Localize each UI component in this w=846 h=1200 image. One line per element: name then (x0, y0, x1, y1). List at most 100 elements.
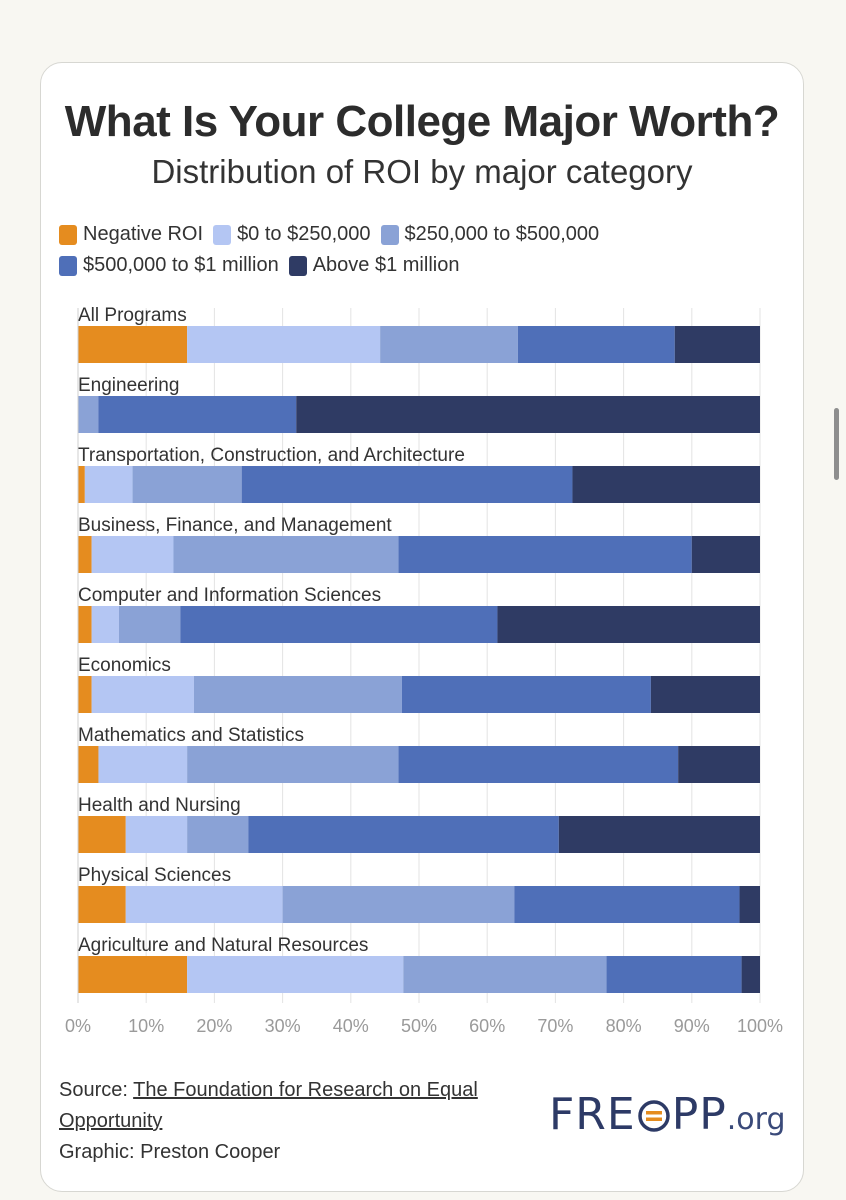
bar-segment (739, 886, 760, 923)
bar-segment (118, 606, 181, 643)
chart-subtitle: Distribution of ROI by major category (151, 153, 693, 190)
logo-text-right: PP (671, 1089, 727, 1140)
legend-label: $0 to $250,000 (237, 223, 371, 245)
bar-segment (78, 956, 188, 993)
bar-segment (187, 816, 249, 853)
bar-segment (78, 746, 99, 783)
bar-segment (497, 606, 760, 643)
x-tick-label: 70% (537, 1016, 573, 1036)
logo-suffix: .org (726, 1102, 786, 1137)
bar-segment (91, 676, 194, 713)
legend-label: Above $1 million (312, 254, 460, 276)
bar-segment (514, 886, 740, 923)
legend-swatch (59, 255, 77, 276)
category-label: All Programs (78, 305, 187, 326)
bar-segment (248, 816, 559, 853)
bar-segment (91, 606, 119, 643)
legend-label: Negative ROI (83, 223, 204, 245)
bar-segment (187, 956, 404, 993)
category-label: Physical Sciences (78, 865, 231, 886)
bar-segment (78, 326, 188, 363)
bar-segment (173, 536, 399, 573)
x-tick-label: 60% (469, 1016, 505, 1036)
bar-segment (296, 396, 760, 433)
legend-item-500k-1m: $500,000 to $1 million (59, 254, 279, 277)
bar-segment (650, 676, 760, 713)
bar-segment (78, 676, 92, 713)
freopp-logo: FRE PP .org (549, 1089, 786, 1140)
bar-segment (678, 746, 760, 783)
bar-segment (380, 326, 518, 363)
bar-segment (572, 466, 760, 503)
stacked-bar-chart: All Programs Engineering Transportation, C… (65, 305, 783, 1036)
bar-segment (78, 466, 85, 503)
category-label: Mathematics and Statistics (78, 725, 304, 746)
bar-segment (91, 536, 174, 573)
legend-swatch (288, 255, 307, 276)
logo-text-left: FRE (549, 1089, 636, 1140)
bar-segment (180, 606, 498, 643)
legend-swatch (380, 224, 399, 245)
x-tick-label: 30% (265, 1016, 301, 1036)
legend-item-negative: Negative ROI (59, 223, 203, 246)
category-label: Computer and Information Sciences (78, 585, 381, 606)
bar-segment (558, 816, 760, 853)
bar-segment (98, 396, 297, 433)
source-line: Source: The Foundation for Research on E… (59, 1075, 529, 1137)
category-label: Business, Finance, and Management (78, 515, 392, 536)
bar-segment (78, 886, 126, 923)
legend: Negative ROI $0 to $250,000 $250,000 to … (59, 219, 799, 281)
bar-segment (193, 676, 402, 713)
legend-item-250k-500k: $250,000 to $500,000 (380, 223, 600, 246)
scrollbar-thumb[interactable] (834, 408, 839, 480)
legend-label: $250,000 to $500,000 (404, 223, 600, 245)
bar-segment (401, 676, 651, 713)
bar-segment (187, 326, 381, 363)
bar-segment (282, 886, 515, 923)
bar-segment (398, 536, 692, 573)
x-tick-label: 90% (674, 1016, 710, 1036)
bar-segment (78, 536, 92, 573)
legend-swatch (59, 224, 77, 245)
x-tick-label: 20% (196, 1016, 232, 1036)
x-tick-label: 0% (65, 1016, 91, 1036)
x-tick-label: 100% (737, 1016, 783, 1036)
category-label: Health and Nursing (78, 795, 241, 816)
source-block: Source: The Foundation for Research on E… (59, 1075, 529, 1168)
bar-segment (98, 746, 188, 783)
legend-item-0-250k: $0 to $250,000 (213, 223, 371, 246)
bar-segment (132, 466, 242, 503)
bar-segment (691, 536, 760, 573)
bar-segment (78, 396, 99, 433)
chart-card: What Is Your College Major Worth? Distri… (40, 62, 804, 1192)
bar-segment (125, 886, 283, 923)
bar-segment (187, 746, 399, 783)
category-label: Economics (78, 655, 171, 676)
bar-segment (403, 956, 607, 993)
equals-circle-icon (637, 1100, 670, 1132)
bar-segment (741, 956, 760, 993)
x-tick-label: 10% (128, 1016, 164, 1036)
bar-segment (125, 816, 188, 853)
bar-segment (241, 466, 573, 503)
bar-segment (78, 816, 126, 853)
source-link[interactable]: The Foundation for Research on Equal Opp… (59, 1079, 478, 1132)
category-label: Agriculture and Natural Resources (78, 935, 368, 956)
x-tick-label: 80% (606, 1016, 642, 1036)
bar-segment (517, 326, 675, 363)
bar-segment (398, 746, 679, 783)
legend-item-above-1m: Above $1 million (288, 254, 460, 277)
bar-segment (606, 956, 742, 993)
legend-row: Negative ROI $0 to $250,000 $250,000 to … (59, 219, 799, 250)
legend-row: $500,000 to $1 million Above $1 million (59, 250, 799, 281)
graphic-credit: Graphic: Preston Cooper (59, 1141, 281, 1163)
bar-segment (84, 466, 133, 503)
chart-title: What Is Your College Major Worth? (64, 97, 780, 146)
bar-segment (78, 606, 92, 643)
category-label: Transportation, Construction, and Archit… (78, 445, 465, 466)
source-prefix: Source: (59, 1079, 134, 1101)
category-label: Engineering (78, 375, 179, 396)
x-tick-label: 40% (333, 1016, 369, 1036)
legend-swatch (213, 224, 232, 245)
bar-segment (674, 326, 760, 363)
